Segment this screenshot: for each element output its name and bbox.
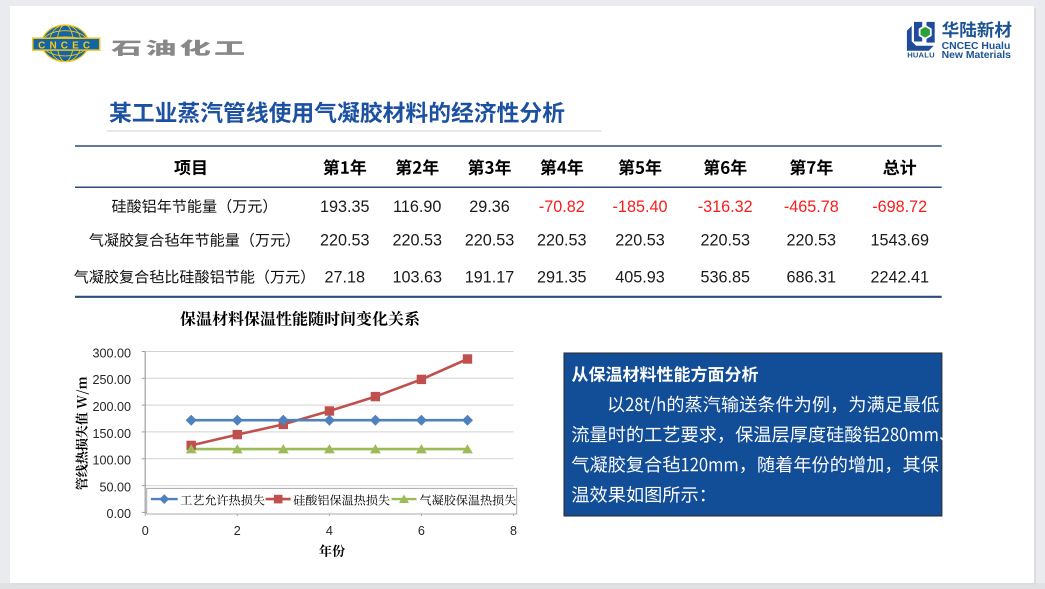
- svg-text:191.17: 191.17: [465, 268, 515, 286]
- svg-text:200.00: 200.00: [92, 400, 131, 414]
- svg-text:100.00: 100.00: [92, 454, 131, 468]
- svg-text:CNCEC: CNCEC: [38, 41, 94, 52]
- svg-text:220.53: 220.53: [465, 232, 515, 250]
- svg-text:-316.32: -316.32: [698, 198, 753, 216]
- svg-text:220.53: 220.53: [615, 232, 665, 250]
- svg-text:116.90: 116.90: [393, 198, 441, 216]
- svg-text:50.00: 50.00: [99, 480, 131, 494]
- svg-text:8: 8: [510, 524, 517, 538]
- svg-text:New Materials: New Materials: [942, 50, 1012, 61]
- svg-text:CNCEC Hualu: CNCEC Hualu: [942, 41, 1011, 52]
- svg-text:2242.41: 2242.41: [870, 268, 929, 286]
- svg-text:29.36: 29.36: [469, 198, 510, 216]
- svg-text:-465.78: -465.78: [784, 198, 839, 216]
- svg-text:220.53: 220.53: [787, 232, 837, 250]
- svg-text:405.93: 405.93: [615, 268, 665, 286]
- svg-text:1543.69: 1543.69: [870, 232, 929, 250]
- svg-text:193.35: 193.35: [320, 198, 370, 216]
- svg-text:27.18: 27.18: [325, 268, 366, 286]
- svg-text:220.53: 220.53: [320, 232, 370, 250]
- svg-text:291.35: 291.35: [537, 268, 587, 286]
- svg-text:6: 6: [418, 524, 425, 538]
- svg-text:150.00: 150.00: [92, 427, 131, 441]
- svg-text:0.00: 0.00: [106, 507, 131, 521]
- svg-text:4: 4: [326, 524, 333, 538]
- svg-text:2: 2: [234, 524, 241, 538]
- svg-text:250.00: 250.00: [92, 373, 131, 387]
- svg-text:-698.72: -698.72: [872, 198, 927, 216]
- svg-text:536.85: 536.85: [700, 268, 750, 286]
- svg-text:-185.40: -185.40: [613, 198, 668, 216]
- svg-text:-70.82: -70.82: [539, 198, 585, 216]
- svg-text:HUALU: HUALU: [907, 51, 935, 60]
- svg-text:220.53: 220.53: [392, 232, 442, 250]
- svg-text:220.53: 220.53: [537, 232, 587, 250]
- svg-text:686.31: 686.31: [787, 268, 837, 286]
- svg-text:300.00: 300.00: [92, 346, 131, 360]
- svg-text:0: 0: [142, 524, 149, 538]
- svg-text:103.63: 103.63: [392, 268, 442, 286]
- svg-text:220.53: 220.53: [700, 232, 750, 250]
